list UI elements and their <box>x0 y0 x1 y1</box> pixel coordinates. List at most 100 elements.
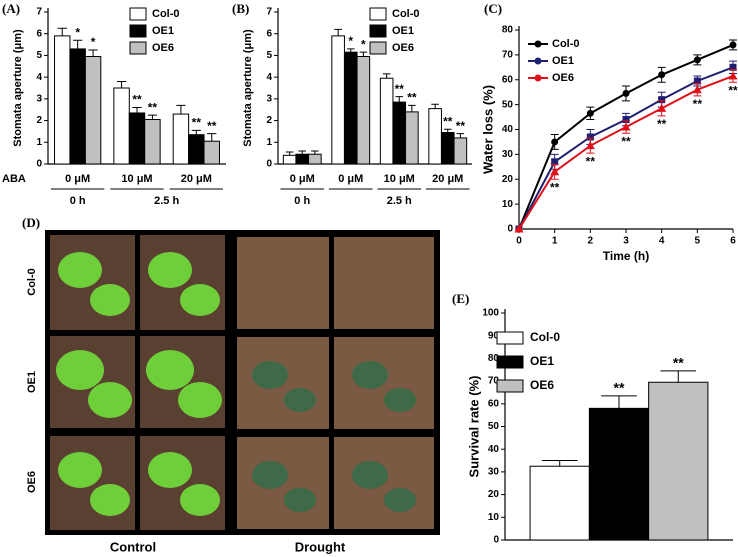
bar <box>172 113 190 165</box>
marker <box>622 89 630 97</box>
x-tick-label: 10 μM <box>121 173 152 185</box>
tray <box>334 237 434 329</box>
significance: ** <box>443 114 453 128</box>
marker <box>729 41 737 49</box>
y-tick-label: 50 <box>502 99 514 110</box>
group-label: 2.5 h <box>154 195 179 207</box>
legend-label: OE1 <box>530 354 554 368</box>
bar <box>392 101 407 165</box>
legend-marker <box>534 40 542 48</box>
legend-label: Col-0 <box>552 38 580 50</box>
error-bar <box>207 133 217 142</box>
error-bar <box>116 80 127 88</box>
x-tick-label: 5 <box>695 236 701 247</box>
error-bar <box>456 133 465 138</box>
legend-label: OE6 <box>152 42 174 54</box>
error-bar <box>359 51 368 57</box>
significance: ** <box>148 100 158 114</box>
bar <box>113 87 130 165</box>
bar <box>69 48 86 165</box>
y-tick-label: 10 <box>502 199 514 210</box>
error-bar <box>57 27 67 36</box>
y-tick-label: 6 <box>266 28 272 39</box>
y-tick-label: 50 <box>488 421 500 432</box>
y-tick-label: 100 <box>482 308 499 319</box>
column-label: Control <box>110 539 156 554</box>
y-tick-label: 20 <box>488 489 500 500</box>
marker <box>657 103 667 112</box>
bar <box>379 77 394 165</box>
x-tick-label: 10 μM <box>384 173 415 185</box>
y-tick-label: 0 <box>507 224 513 235</box>
error-bar <box>408 104 416 112</box>
legend-label: OE1 <box>392 25 414 37</box>
y-tick-label: 6 <box>36 28 42 39</box>
y-tick-label: 2 <box>266 115 272 126</box>
row-label: Col-0 <box>26 268 38 296</box>
bar <box>203 140 220 165</box>
significance: ** <box>621 134 631 148</box>
panel-title: (E) <box>452 291 469 306</box>
error-bar <box>431 103 439 109</box>
y-tick-label: 5 <box>36 50 42 61</box>
photo: (D) Col-0 OE1 OE6 Control Drought <box>22 215 440 554</box>
legend-swatch <box>496 331 524 345</box>
bar <box>428 108 442 165</box>
y-tick-label: 80 <box>488 353 500 364</box>
marker <box>621 122 631 131</box>
bar <box>84 56 102 165</box>
marker <box>586 133 594 141</box>
legend-label: OE1 <box>552 55 574 67</box>
error-bar <box>88 49 98 57</box>
x-tick-label: 0 <box>516 236 522 247</box>
legend-marker <box>534 74 542 82</box>
x-tick-label: 0 μM <box>338 173 363 185</box>
significance: ** <box>456 119 466 133</box>
bar <box>128 112 146 165</box>
bar <box>453 137 468 165</box>
legend-swatch <box>496 355 524 369</box>
bar <box>356 56 371 165</box>
group-label: 0 h <box>294 195 310 207</box>
legend-label: OE6 <box>392 42 414 54</box>
x-tick-label: 0 μM <box>290 173 315 185</box>
bar <box>295 153 310 165</box>
error-bar <box>346 48 355 53</box>
y-tick-label: 7 <box>266 7 272 18</box>
panel-title: (A) <box>2 1 20 16</box>
marker <box>550 167 560 176</box>
marker <box>693 77 701 85</box>
marker <box>585 141 595 150</box>
error-bar <box>660 370 697 383</box>
legend-label: Col-0 <box>530 330 560 344</box>
x-tick-label: 6 <box>730 236 736 247</box>
error-bar <box>191 129 201 135</box>
bar <box>440 132 455 165</box>
legend-label: OE1 <box>152 25 174 37</box>
marker <box>693 56 701 64</box>
legend-swatch <box>129 24 147 38</box>
bar <box>144 118 161 165</box>
y-tick-label: 40 <box>502 124 514 135</box>
error-bar <box>311 150 319 155</box>
marker <box>692 85 702 94</box>
bar <box>308 153 322 165</box>
marker <box>729 63 737 71</box>
error-bar <box>285 151 294 156</box>
y-tick-label: 7 <box>36 7 42 18</box>
legend-marker <box>534 57 542 65</box>
panel-title: (C) <box>484 1 502 16</box>
x-tick-label: 0 μM <box>65 173 90 185</box>
legend-label: OE6 <box>552 72 574 84</box>
y-tick-label: 3 <box>36 93 42 104</box>
significance: ** <box>192 116 202 130</box>
significance: * <box>361 37 366 51</box>
legend-label: Col-0 <box>392 8 420 20</box>
y-tick-label: 1 <box>266 137 272 148</box>
marker <box>728 71 738 80</box>
significance: ** <box>407 91 417 105</box>
category-axis-label: ABA <box>2 173 26 185</box>
significance: ** <box>728 83 738 97</box>
legend-swatch <box>129 41 147 55</box>
